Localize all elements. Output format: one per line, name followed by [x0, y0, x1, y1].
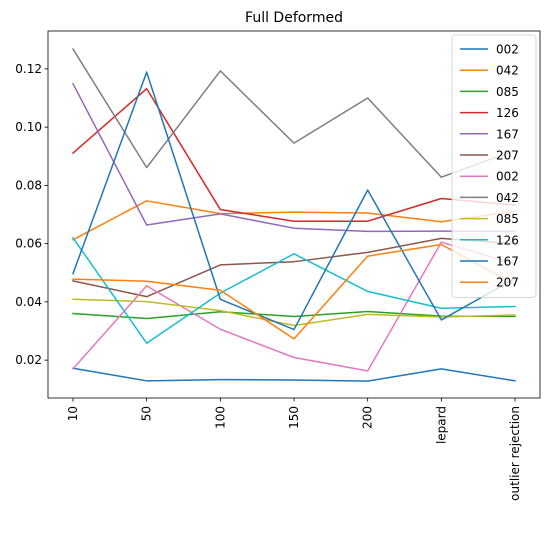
x-tick-label: 150 [287, 406, 301, 429]
legend-label-8: 085 [496, 212, 519, 226]
x-tick-label: outlier rejection [508, 406, 522, 501]
x-tick-label: 100 [213, 406, 227, 429]
series-line-3 [71, 87, 516, 222]
legend: 002 042 085 126 167 207 002 042 085 126 167 207 [451, 34, 537, 298]
y-tick-label: 0.02 [15, 353, 42, 367]
x-tick-label: 50 [140, 406, 154, 421]
legend-label-9: 126 [496, 233, 519, 247]
legend-label-10: 167 [496, 255, 519, 269]
series-line-8 [72, 298, 516, 327]
legend-label-0: 002 [496, 43, 519, 57]
plot-area: 0.02 0.04 0.06 0.08 0.10 0.12 10 50 100 150 200 lep… [15, 30, 541, 501]
series-line-11 [72, 243, 517, 340]
y-tick-label: 0.04 [15, 295, 42, 309]
series-line-7 [71, 48, 516, 178]
legend-label-1: 042 [496, 64, 519, 78]
legend-label-3: 126 [496, 106, 519, 120]
y-tick-label: 0.10 [15, 120, 42, 134]
chart-title: Full Deformed [245, 10, 343, 26]
legend-label-2: 085 [496, 85, 519, 99]
legend-label-4: 167 [496, 127, 519, 141]
legend-label-6: 002 [496, 170, 519, 184]
series-line-1 [71, 200, 516, 241]
series-line-2 [72, 310, 516, 320]
legend-box [451, 34, 537, 298]
series-line-10 [72, 71, 517, 331]
y-tick-label: 0.12 [15, 62, 42, 76]
series-line-5 [72, 237, 516, 298]
legend-label-11: 207 [496, 276, 519, 290]
series-line-9 [71, 236, 516, 344]
legend-label-7: 042 [496, 191, 519, 205]
y-tick-label: 0.08 [15, 178, 42, 192]
legend-label-5: 207 [496, 149, 519, 163]
series-line-4 [71, 82, 516, 233]
series-line-6 [71, 241, 516, 372]
x-tick-label: 10 [66, 406, 80, 421]
y-tick-label: 0.06 [15, 237, 42, 251]
series-line-0 [72, 367, 516, 382]
x-tick-label: lepard [434, 406, 448, 444]
x-tick-label: 200 [361, 406, 375, 429]
